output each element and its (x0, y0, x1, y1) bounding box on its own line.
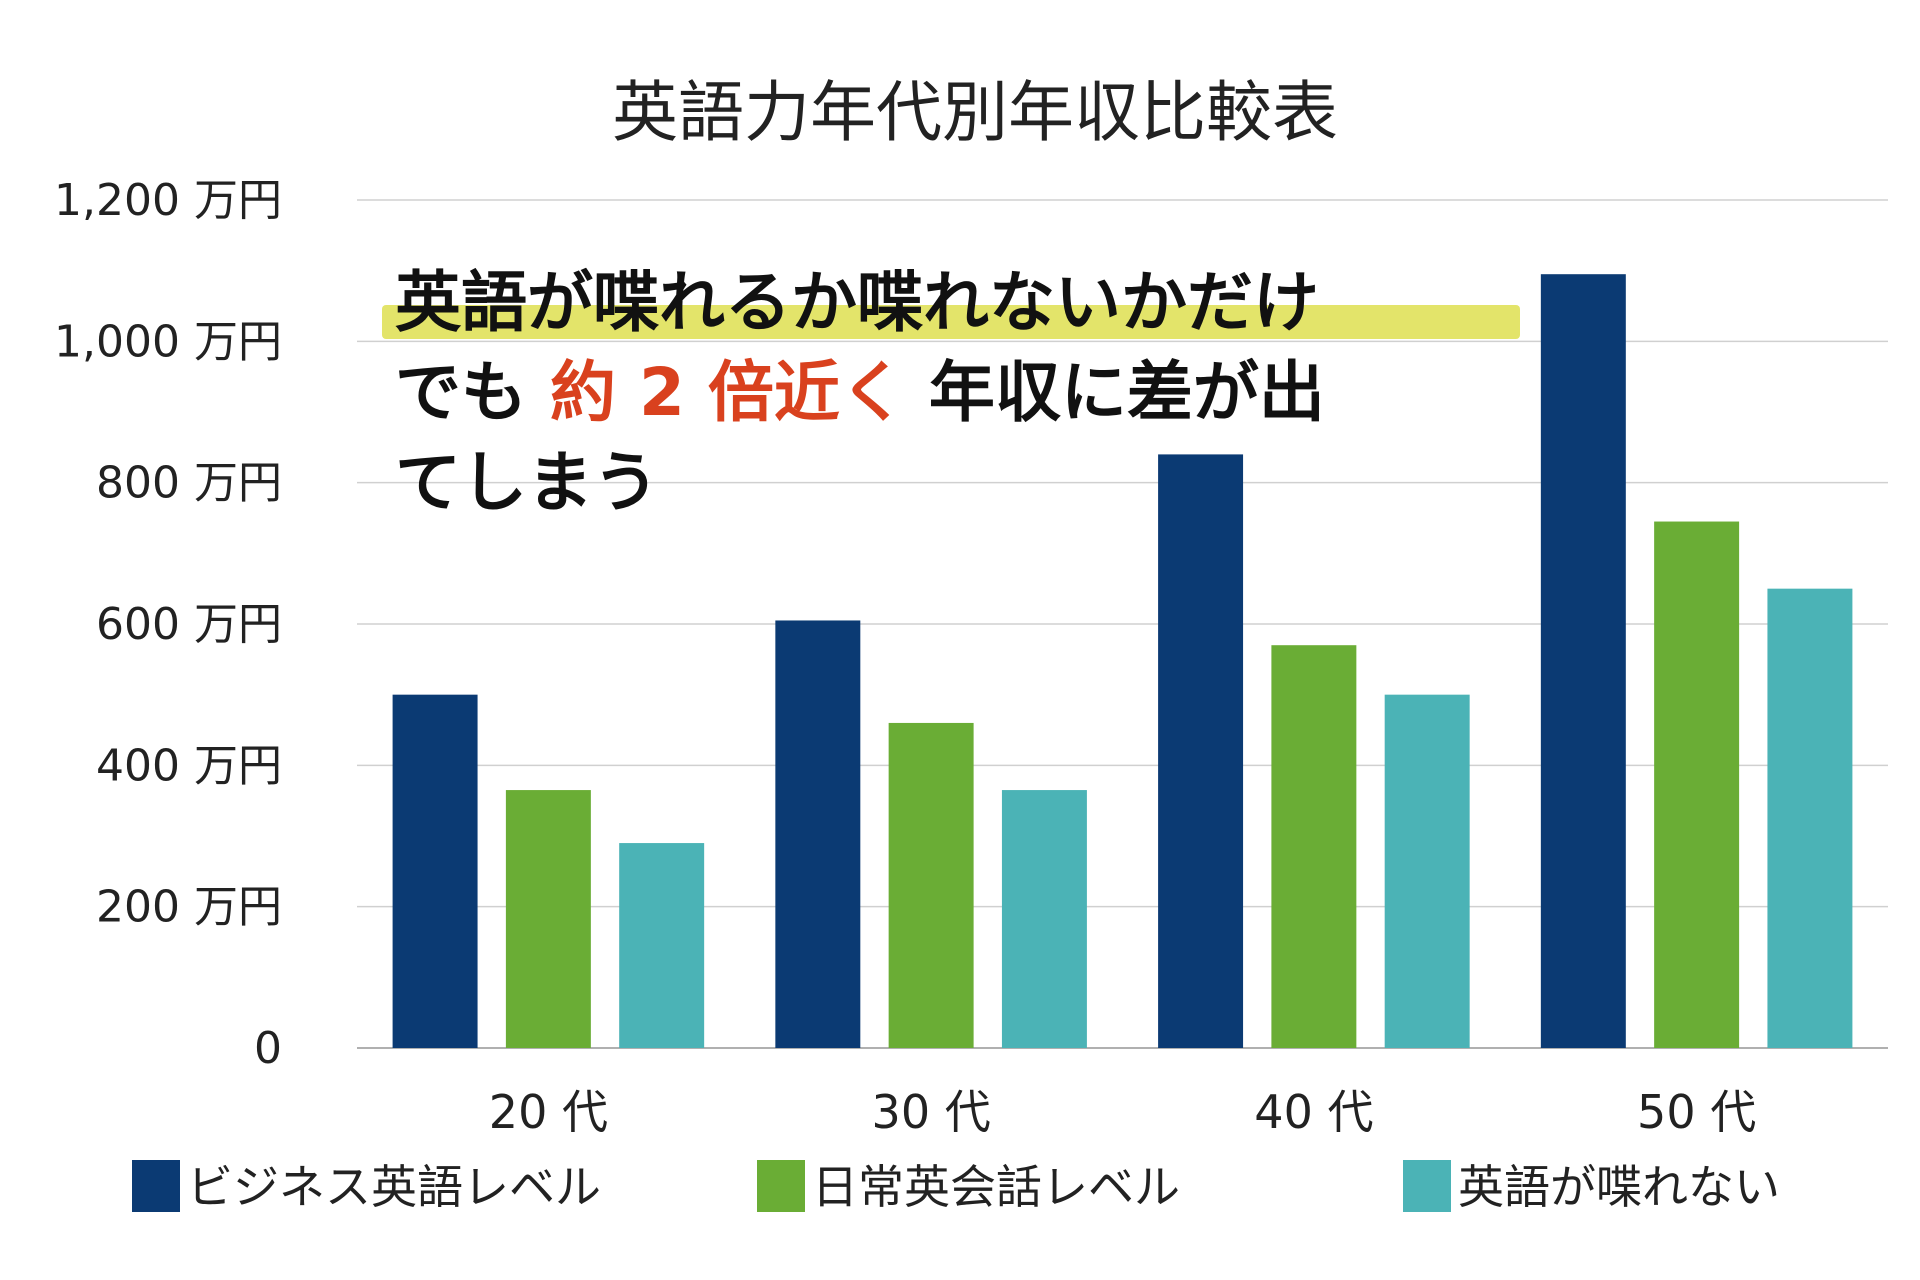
annotation-line-2-after: 年収に差が出 (929, 354, 1325, 431)
annotation-line-1: 英語が喋れるか喋れないかだけ (395, 264, 1319, 341)
y-tick-label: 0 (254, 1023, 282, 1074)
bar-1-1 (392, 694, 478, 1048)
bar-4-1 (1540, 274, 1626, 1048)
bar-2-3 (1001, 790, 1087, 1048)
x-tick-label: 20 代 (489, 1085, 608, 1139)
gridlines (357, 199, 1888, 1049)
legend-swatch (132, 1160, 180, 1212)
legend: ビジネス英語レベル 日常英会話レベル 英語が喋れない (132, 1160, 1780, 1214)
bar-4-3 (1767, 588, 1853, 1048)
bar-4-2 (1654, 521, 1740, 1048)
y-tick-label: 800 万円 (96, 458, 282, 509)
bar-1-3 (619, 843, 705, 1048)
bar-2-2 (888, 722, 974, 1048)
chart-title: 英語力年代別年収比較表 (612, 74, 1338, 151)
y-tick-label: 1,200 万円 (54, 175, 282, 226)
x-axis-categories: 20 代 30 代 40 代 50 代 (489, 1085, 1756, 1139)
annotation-line-2: でも 約 2 倍近く 年収に差が出 (395, 354, 1325, 431)
legend-label: 日常英会話レベル (812, 1160, 1180, 1214)
x-tick-label: 50 代 (1637, 1085, 1756, 1139)
bar-2-1 (775, 620, 861, 1048)
annotation: 英語が喋れるか喋れないかだけ でも 約 2 倍近く 年収に差が出 てしまう (382, 264, 1520, 521)
bar-1-2 (505, 790, 591, 1048)
y-axis-ticks: 0 200 万円 400 万円 600 万円 800 万円 1,000 万円 1,200 万… (54, 175, 282, 1074)
x-tick-label: 30 代 (872, 1085, 991, 1139)
bar-3-2 (1271, 645, 1357, 1048)
legend-swatch (757, 1160, 805, 1212)
annotation-emphasis: 約 2 倍近く (550, 354, 906, 431)
y-tick-label: 400 万円 (96, 740, 282, 791)
annotation-highlight (382, 305, 1520, 339)
y-tick-label: 1,000 万円 (54, 316, 282, 367)
x-tick-label: 40 代 (1254, 1085, 1373, 1139)
annotation-line-2-before: でも (395, 354, 527, 431)
bar-3-1 (1158, 454, 1244, 1048)
legend-label: 英語が喋れない (1458, 1160, 1780, 1214)
bars (392, 274, 1853, 1048)
legend-swatch (1403, 1160, 1451, 1212)
bar-3-3 (1384, 694, 1470, 1048)
annotation-line-3: てしまう (395, 444, 659, 521)
y-tick-label: 200 万円 (96, 882, 282, 933)
legend-label: ビジネス英語レベル (187, 1160, 601, 1214)
y-tick-label: 600 万円 (96, 599, 282, 650)
